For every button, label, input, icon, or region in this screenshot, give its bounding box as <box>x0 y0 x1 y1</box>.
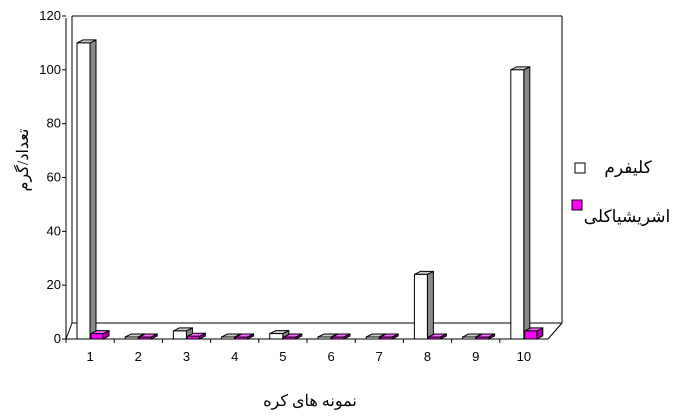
bar-ecoli <box>138 333 158 340</box>
bar-ecoli <box>331 333 351 340</box>
x-axis-title: نمونه های کره <box>263 393 357 410</box>
x-tick-label: 2 <box>135 349 142 364</box>
x-tick-label: 7 <box>376 349 383 364</box>
bar-front-face <box>90 333 104 340</box>
y-tick-label: 40 <box>47 223 61 238</box>
bar-coliform <box>269 329 290 340</box>
x-tick-label: 9 <box>472 349 479 364</box>
bar-front-face <box>462 336 477 340</box>
bar-side-face <box>523 66 531 340</box>
bar-ecoli <box>476 333 496 340</box>
y-axis-ticks: 0 20 40 60 80 100 120 <box>39 8 66 346</box>
bar-front-face <box>331 336 345 340</box>
bar-front-face <box>269 333 284 340</box>
bar-front-face <box>476 336 490 340</box>
x-tick-label: 8 <box>424 349 431 364</box>
y-tick-label: 80 <box>47 116 61 131</box>
x-axis-ticks: 1 2 3 4 5 6 7 8 9 10 <box>65 339 531 364</box>
bar-coliform <box>510 66 531 340</box>
bar-front-face <box>221 336 236 340</box>
bar-ecoli <box>235 333 255 340</box>
chart-walls <box>65 15 563 340</box>
x-tick-label: 1 <box>86 349 93 364</box>
bar-front-face <box>186 335 200 340</box>
legend-label-coliform: کلیفرم <box>604 158 652 178</box>
x-tick-label: 10 <box>517 349 531 364</box>
y-tick-label: 0 <box>54 331 61 346</box>
x-tick-label: 6 <box>327 349 334 364</box>
y-tick-label: 60 <box>47 170 61 185</box>
floor-left-edge <box>65 322 73 340</box>
legend-swatch-coliform <box>574 162 586 174</box>
bar-front-face <box>124 336 139 340</box>
legend: کلیفرم اشریشیاکلی <box>571 158 670 227</box>
x-tick-label: 3 <box>183 349 190 364</box>
bar-coliform <box>76 39 97 340</box>
bar-front-face <box>283 336 297 340</box>
bar-side-face <box>89 39 97 340</box>
y-axis-title: تعداد/گرم <box>13 129 32 192</box>
bar-ecoli <box>90 329 110 340</box>
bar-front-face <box>172 330 187 340</box>
bar-coliform <box>413 270 434 340</box>
y-tick-label: 120 <box>39 8 61 23</box>
bar-front-face <box>427 336 441 340</box>
y-tick-label: 20 <box>47 277 61 292</box>
bar-side-face <box>426 270 434 340</box>
bar-front-face <box>235 336 249 340</box>
floor-right-edge <box>547 322 563 340</box>
bars-layer <box>76 39 544 340</box>
bar-front-face <box>76 42 91 340</box>
bar-front-face <box>510 69 525 340</box>
y-tick-label: 100 <box>39 62 61 77</box>
bar-front-face <box>365 336 380 340</box>
legend-label-ecoli: اشریشیاکلی <box>584 207 670 227</box>
bar-front-face <box>379 336 393 340</box>
bar-front-face <box>413 273 428 340</box>
bar-ecoli <box>524 327 544 340</box>
x-tick-label: 4 <box>231 349 238 364</box>
bar-front-face <box>524 330 538 340</box>
bar-ecoli <box>186 332 206 340</box>
legend-swatch-ecoli <box>571 199 583 211</box>
bar-ecoli <box>283 333 303 340</box>
bar-ecoli <box>427 333 447 340</box>
bar-ecoli <box>379 333 399 340</box>
x-tick-label: 5 <box>279 349 286 364</box>
bar-front-face <box>317 336 332 340</box>
bar-front-face <box>138 336 152 340</box>
